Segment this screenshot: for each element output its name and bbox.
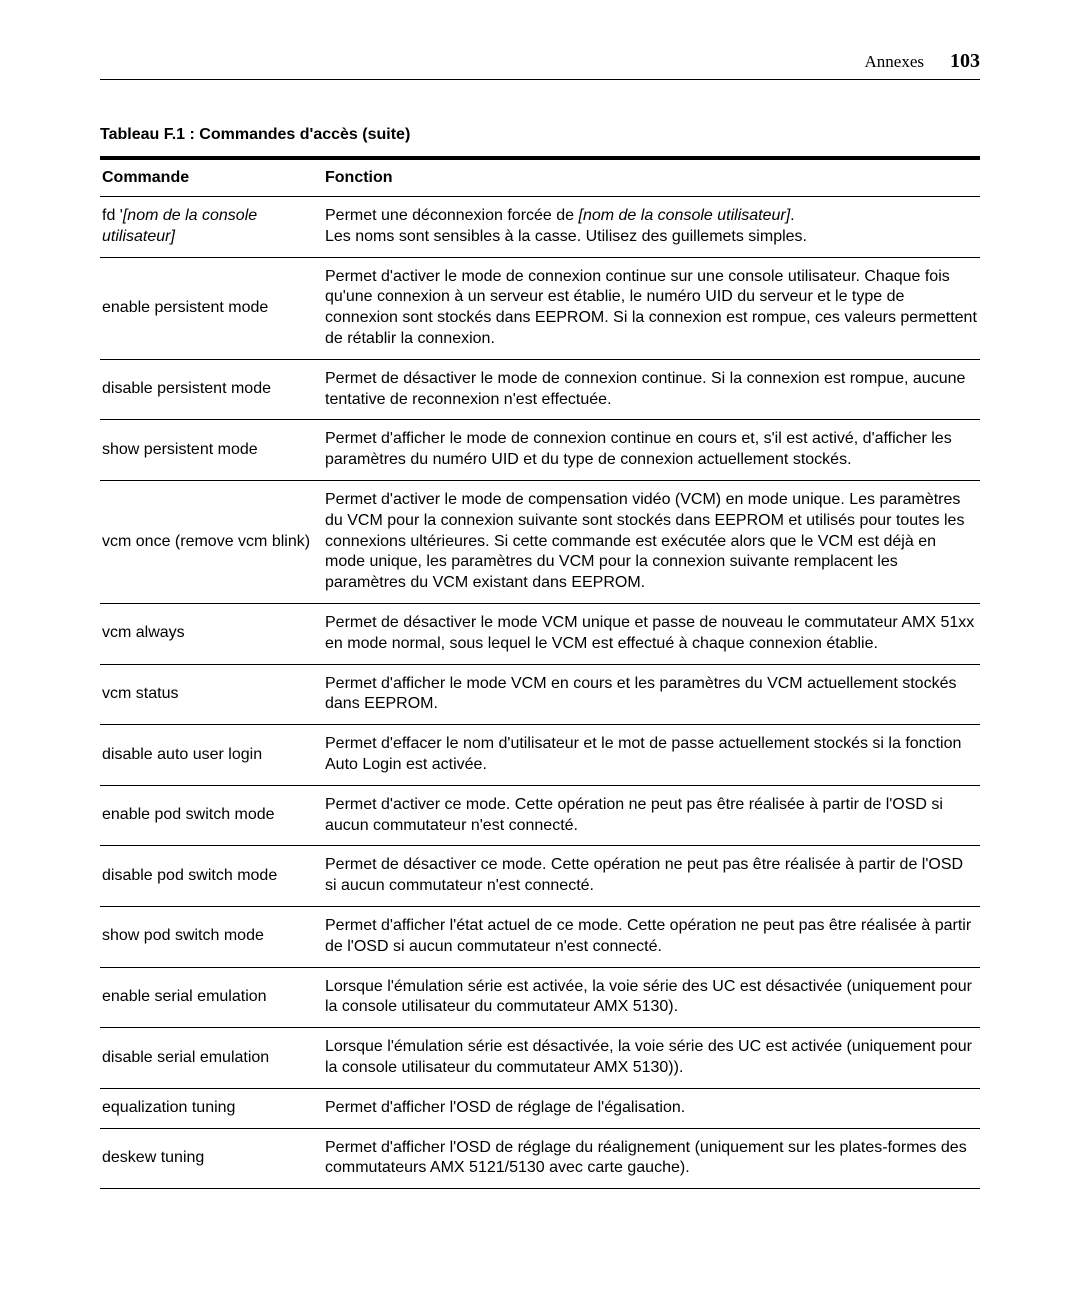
- page-container: Annexes 103 Tableau F.1 : Commandes d'ac…: [0, 0, 1080, 1229]
- table-row: vcm alwaysPermet de désactiver le mode V…: [100, 603, 980, 664]
- cell-commande: show pod switch mode: [100, 906, 323, 967]
- cell-commande: vcm once (remove vcm blink): [100, 480, 323, 603]
- cell-fonction: Permet d'activer ce mode. Cette opératio…: [323, 785, 980, 846]
- cell-commande: disable serial emulation: [100, 1028, 323, 1089]
- table-row: enable pod switch modePermet d'activer c…: [100, 785, 980, 846]
- col-header-commande: Commande: [100, 158, 323, 197]
- cell-fonction: Permet d'activer le mode de compensation…: [323, 480, 980, 603]
- cell-fonction: Permet d'activer le mode de connexion co…: [323, 257, 980, 359]
- table-row: vcm once (remove vcm blink)Permet d'acti…: [100, 480, 980, 603]
- cell-commande: fd '[nom de la console utilisateur]: [100, 197, 323, 258]
- table-row: equalization tuningPermet d'afficher l'O…: [100, 1088, 980, 1128]
- table-title: Tableau F.1 : Commandes d'accès (suite): [100, 126, 980, 144]
- table-row: deskew tuningPermet d'afficher l'OSD de …: [100, 1128, 980, 1189]
- table-row: show persistent modePermet d'afficher le…: [100, 420, 980, 481]
- table-row: disable pod switch modePermet de désacti…: [100, 846, 980, 907]
- page-header: Annexes 103: [100, 50, 980, 80]
- cell-fonction: Permet de désactiver le mode de connexio…: [323, 359, 980, 420]
- cell-commande: enable serial emulation: [100, 967, 323, 1028]
- col-header-fonction: Fonction: [323, 158, 980, 197]
- cell-fonction: Lorsque l'émulation série est activée, l…: [323, 967, 980, 1028]
- cell-fonction: Lorsque l'émulation série est désactivée…: [323, 1028, 980, 1089]
- table-row: enable persistent modePermet d'activer l…: [100, 257, 980, 359]
- table-row: vcm statusPermet d'afficher le mode VCM …: [100, 664, 980, 725]
- cell-fonction: Permet d'afficher l'OSD de réglage du ré…: [323, 1128, 980, 1189]
- cell-commande: vcm always: [100, 603, 323, 664]
- cell-fonction: Permet une déconnexion forcée de [nom de…: [323, 197, 980, 258]
- cell-fonction: Permet de désactiver ce mode. Cette opér…: [323, 846, 980, 907]
- header-section-name: Annexes: [865, 52, 924, 72]
- cell-commande: deskew tuning: [100, 1128, 323, 1189]
- table-row: show pod switch modePermet d'afficher l'…: [100, 906, 980, 967]
- table-row: disable persistent modePermet de désacti…: [100, 359, 980, 420]
- cell-commande: enable pod switch mode: [100, 785, 323, 846]
- cell-fonction: Permet d'afficher l'état actuel de ce mo…: [323, 906, 980, 967]
- cell-fonction: Permet d'afficher l'OSD de réglage de l'…: [323, 1088, 980, 1128]
- cell-commande: disable pod switch mode: [100, 846, 323, 907]
- table-row: fd '[nom de la console utilisateur]Perme…: [100, 197, 980, 258]
- commands-table: Commande Fonction fd '[nom de la console…: [100, 156, 980, 1189]
- cell-commande: show persistent mode: [100, 420, 323, 481]
- table-row: disable auto user loginPermet d'effacer …: [100, 725, 980, 786]
- table-body: fd '[nom de la console utilisateur]Perme…: [100, 197, 980, 1189]
- cell-fonction: Permet d'afficher le mode de connexion c…: [323, 420, 980, 481]
- cell-commande: equalization tuning: [100, 1088, 323, 1128]
- cell-commande: vcm status: [100, 664, 323, 725]
- cell-commande: disable auto user login: [100, 725, 323, 786]
- header-page-number: 103: [950, 50, 980, 73]
- cell-commande: disable persistent mode: [100, 359, 323, 420]
- table-row: enable serial emulationLorsque l'émulati…: [100, 967, 980, 1028]
- cell-fonction: Permet de désactiver le mode VCM unique …: [323, 603, 980, 664]
- cell-fonction: Permet d'effacer le nom d'utilisateur et…: [323, 725, 980, 786]
- table-header-row: Commande Fonction: [100, 158, 980, 197]
- cell-commande: enable persistent mode: [100, 257, 323, 359]
- table-row: disable serial emulationLorsque l'émulat…: [100, 1028, 980, 1089]
- cell-fonction: Permet d'afficher le mode VCM en cours e…: [323, 664, 980, 725]
